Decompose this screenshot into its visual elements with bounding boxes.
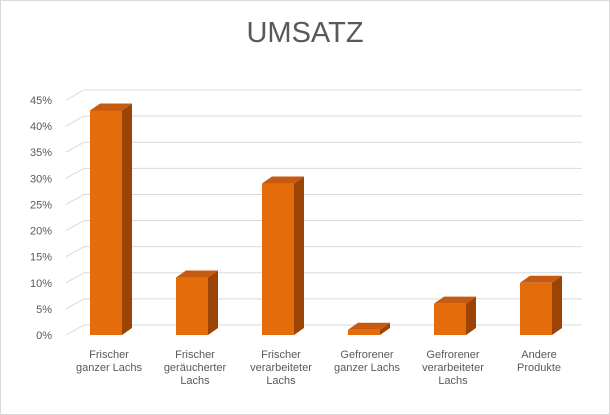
grid-line-side [65,272,85,284]
grid-line-side [65,115,85,127]
x-category-line: Frischer [261,349,301,361]
grid-line-side [65,298,85,310]
x-category-line: Frischer [175,349,215,361]
bar [348,322,390,335]
bar-side [466,296,476,335]
bar-top [520,275,562,283]
grid-line-side [65,324,85,336]
grid-line-side [65,246,85,258]
x-category-line: Frischer [89,349,129,361]
x-category-line: verarbeiteter [422,362,484,374]
x-category-label: Gefrorener verarbeiteter Lachs [422,349,484,387]
bar-side [122,103,132,335]
bar [434,296,476,335]
bar-top [176,270,218,278]
bar-front [520,282,552,335]
y-tick-label: 35% [30,147,52,159]
x-category-label: Frischer verarbeiteter Lachs [250,349,312,387]
bar [90,103,132,335]
bar-side [552,275,562,335]
bar [520,275,562,335]
y-tick-label: 45% [30,95,52,107]
y-tick-label: 0% [36,330,52,342]
x-category-line: Lachs [438,375,468,387]
bar-side [208,270,218,335]
bar-top [262,176,304,184]
x-category-line: Gefrorener [426,349,480,361]
x-category-label: Frischer geräucherter Lachs [164,349,227,387]
bar [176,270,218,335]
x-category-line: geräucherter [164,362,227,374]
x-category-line: Lachs [180,375,210,387]
bar-front [176,277,208,335]
grid-lines [65,89,582,336]
bar-side [380,322,390,335]
x-category-line: Produkte [517,362,561,374]
bar [262,176,304,335]
x-category-line: Gefrorener [340,349,394,361]
grid-line-side [65,141,85,153]
bar-top [348,322,390,330]
bar-top [90,103,132,111]
x-category-line: ganzer Lachs [76,362,143,374]
bar-front [90,110,122,335]
chart-title: UMSATZ [246,17,363,49]
bar-side [294,176,304,335]
grid-line-side [65,167,85,179]
x-category-line: Andere [521,349,556,361]
x-category-line: Lachs [266,375,296,387]
x-category-label: Frischer ganzer Lachs [76,349,143,374]
bar-front [348,329,380,335]
y-axis-ticks: 0% 5% 10% 15% 20% 25% 30% 35% 40% 45% [30,95,52,342]
bars [90,103,562,335]
x-category-label: Gefrorener ganzer Lachs [334,349,401,374]
x-category-label: Andere Produkte [517,349,561,374]
x-category-line: verarbeiteter [250,362,312,374]
y-tick-label: 20% [30,226,52,238]
grid-line-side [65,220,85,231]
grid-line-side [65,89,85,101]
y-tick-label: 30% [30,173,52,185]
y-tick-label: 15% [30,252,52,264]
y-tick-label: 25% [30,199,52,211]
bar-front [262,183,294,335]
x-category-line: ganzer Lachs [334,362,401,374]
y-tick-label: 10% [30,278,52,290]
y-tick-label: 5% [36,304,52,316]
bar-front [434,303,466,335]
y-tick-label: 40% [30,121,52,133]
grid-line-side [65,194,85,205]
bar-top [434,296,476,304]
